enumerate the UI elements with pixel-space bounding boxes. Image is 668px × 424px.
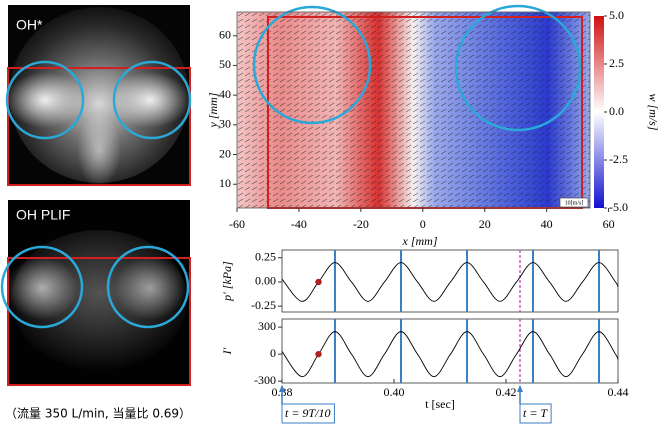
x-tick-label: -20 [353,217,369,231]
panel-label: OH* [16,17,43,33]
y-tick-label: 20 [219,146,231,160]
highlight-point [315,350,322,358]
y-tick-label: -0.25 [251,298,276,312]
y-tick-label: -300 [254,373,276,387]
colorbar-label: w [m/s] [646,93,660,130]
signal-line [281,331,619,378]
highlight-point [315,278,322,286]
y-tick-label: 10 [219,176,231,190]
y-tick-label: 0 [270,346,276,360]
y-tick-label: 30 [219,117,231,131]
x-tick-label: -40 [291,217,307,231]
signal-line [281,262,619,302]
oh-star-image: OH* [5,5,192,188]
y-axis-label: p′ [kPa] [220,261,234,302]
annotation-box [281,403,335,424]
caption: （流量 350 L/min, 当量比 0.69） [5,407,191,421]
colorbar-tick-label: -2.5 [609,152,628,166]
y-tick-label: 40 [219,87,231,101]
vector-field-image: 10[m/s] [237,4,604,209]
oh-plif-image: OH PLIF [0,200,191,386]
y-tick-label: 60 [219,28,231,42]
colorbar-tick-label: 5.0 [609,8,624,22]
y-tick-label: 300 [258,319,276,333]
scale-label: 10[m/s] [565,200,584,206]
x-tick-label: -60 [229,217,245,231]
colorbar-tick-label: -5.0 [609,200,628,214]
panel-label: OH PLIF [16,207,70,223]
annotation-label: t = T [523,406,548,420]
y-tick-label: 50 [219,57,231,71]
x-axis-label: t [sec] [425,397,455,411]
x-axis-label: x [mm] [402,234,438,248]
plot-frame [281,249,619,313]
colorbar [594,16,604,208]
x-tick-label: 0.42 [496,385,517,399]
plot-frame [281,318,619,384]
y-tick-label: 0.00 [255,274,276,288]
annotation-label: t = 9T/10 [285,406,330,420]
y-tick-label: 0.25 [255,250,276,264]
x-tick-label: 0.44 [608,385,629,399]
y-axis-label: I′ [220,347,234,355]
x-tick-label: 40 [541,217,553,231]
x-tick-label: 60 [603,217,615,231]
colorbar-tick-label: 2.5 [609,56,624,70]
x-tick-label: 0 [420,217,426,231]
annotation-arrowhead [279,385,285,392]
annotation-arrowhead [517,385,523,392]
x-tick-label: 20 [479,217,491,231]
x-tick-label: 0.40 [384,385,405,399]
plot-frame [236,11,591,209]
annotation-box [519,403,552,424]
y-axis-label: y [mm] [206,92,220,128]
colorbar-tick-label: 0.0 [609,104,624,118]
